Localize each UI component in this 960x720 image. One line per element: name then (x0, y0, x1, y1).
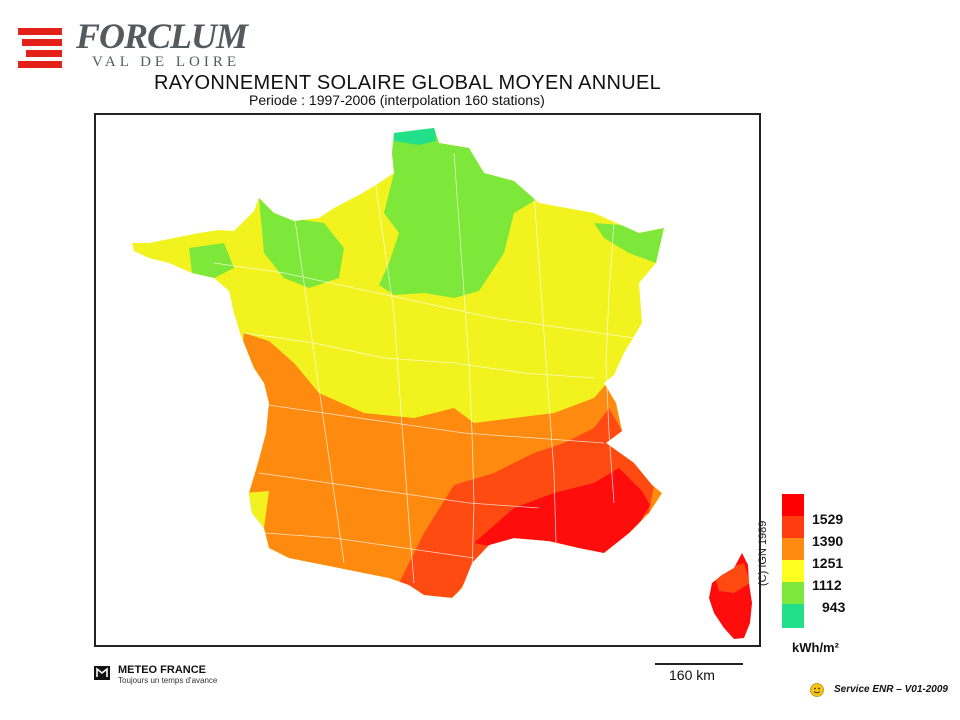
forclum-logo: FORCLUM VAL DE LOIRE (18, 16, 258, 70)
department-borders (213, 152, 635, 584)
legend-swatch-max (782, 494, 804, 516)
legend-swatch-1112 (782, 582, 804, 604)
zone-1112-east (594, 223, 664, 263)
legend-label-1529: 1529 (812, 511, 844, 527)
legend-label-1390: 1390 (812, 533, 844, 549)
meteo-france-logo: METEO FRANCE Toujours un temps d'avance (94, 664, 234, 688)
meteo-france-icon (94, 666, 110, 680)
smiley-icon (810, 683, 824, 697)
legend-swatch-1251 (782, 560, 804, 582)
map-title: RAYONNEMENT SOLAIRE GLOBAL MOYEN ANNUEL (154, 72, 662, 94)
scale-bar: 160 km (655, 661, 745, 685)
service-version: Service ENR – V01-2009 (834, 684, 948, 695)
legend-label-943: 943 (822, 599, 846, 615)
ign-credit: (C) IGN 1989 (757, 520, 769, 586)
company-name: FORCLUM (76, 16, 248, 56)
meteo-france-name: METEO FRANCE (118, 664, 206, 676)
legend-color-bar (782, 494, 804, 628)
company-subtitle: VAL DE LOIRE (92, 54, 240, 70)
scale-label: 160 km (669, 667, 715, 683)
legend-unit: kWh/m² (792, 640, 839, 655)
legend-label-1251: 1251 (812, 555, 844, 571)
corsica-zone-max (709, 553, 752, 639)
footer-service: Service ENR – V01-2009 (810, 683, 950, 701)
zone-1112-brittany (189, 243, 234, 278)
legend-swatch-1390 (782, 538, 804, 560)
zone-max-provence (474, 468, 650, 553)
map-subtitle: Periode : 1997-2006 (interpolation 160 s… (249, 92, 545, 108)
zone-1112-normandy (259, 198, 344, 288)
legend-label-1112: 1112 (812, 577, 842, 593)
zone-1529 (394, 408, 654, 598)
zone-1251-landes (234, 491, 269, 558)
legend-swatch-1529 (782, 516, 804, 538)
france-solar-map (132, 128, 752, 639)
scale-line (655, 663, 743, 665)
mainland-zones (132, 128, 664, 598)
corsica-zones (709, 553, 752, 639)
meteo-france-tagline: Toujours un temps d'avance (118, 676, 218, 685)
logo-bars-icon (18, 28, 62, 68)
zone-943 (394, 128, 436, 145)
legend-swatch-943 (782, 604, 804, 628)
